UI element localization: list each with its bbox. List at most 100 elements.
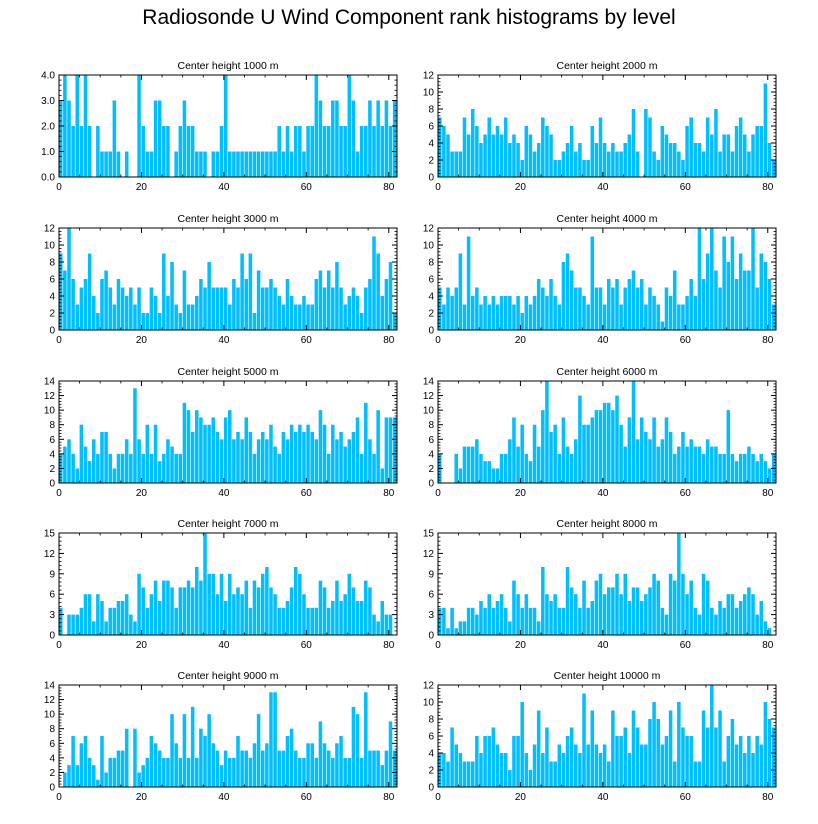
x-tick-label: 0 (56, 640, 62, 651)
histogram-bar (520, 424, 524, 483)
histogram-bar (730, 151, 735, 177)
histogram-bar (751, 228, 755, 330)
histogram-bar (479, 753, 483, 787)
histogram-bar (182, 714, 187, 787)
x-tick-label: 20 (136, 640, 148, 651)
histogram-bar (100, 736, 104, 787)
histogram-bar (549, 279, 553, 330)
histogram-bar (120, 750, 125, 787)
x-tick-label: 80 (383, 792, 395, 803)
histogram-bar (561, 151, 566, 177)
histogram-bar (236, 432, 240, 483)
histogram-bar (767, 719, 772, 787)
histogram-bar (755, 287, 759, 330)
histogram-bar (458, 468, 463, 483)
histogram-bar (755, 614, 759, 635)
histogram-bar (219, 573, 224, 635)
histogram-bar (767, 468, 772, 483)
histogram-bar (648, 117, 652, 177)
histogram-bar (512, 736, 516, 787)
histogram-bar (116, 601, 121, 635)
histogram-bar (63, 270, 67, 330)
histogram-bar (611, 710, 615, 787)
histogram-bar (79, 607, 84, 635)
y-tick-label: 4 (49, 449, 55, 460)
histogram-bar (199, 580, 203, 635)
histogram-bar (331, 100, 335, 177)
histogram-bar (306, 607, 310, 635)
histogram-bar (508, 770, 512, 787)
plot-frame (437, 532, 777, 636)
histogram-bar (153, 100, 158, 177)
y-tick-label: 9 (49, 569, 55, 580)
histogram-bar (71, 279, 75, 330)
histogram-bar (652, 573, 656, 635)
histogram-bar (240, 253, 244, 330)
histogram-bar (574, 151, 578, 177)
histogram-bar (483, 736, 487, 787)
y-tick-label: 0 (428, 479, 434, 490)
histogram-bar (462, 621, 467, 635)
y-tick-label: 8 (49, 724, 55, 735)
histogram-bar (355, 151, 360, 177)
histogram-bar (458, 621, 463, 635)
histogram-bar (722, 607, 726, 635)
histogram-bar (174, 453, 178, 483)
histogram-bar (767, 628, 772, 635)
histogram-bar (644, 744, 648, 787)
histogram-bar (574, 287, 578, 330)
histogram-bar (747, 736, 751, 787)
histogram-bar (351, 432, 356, 483)
x-tick-label: 80 (383, 640, 395, 651)
histogram-bar (623, 727, 628, 787)
histogram-bar (260, 750, 265, 787)
histogram-bar (322, 424, 327, 483)
x-tick-label: 20 (136, 335, 148, 346)
histogram-bar (149, 151, 154, 177)
histogram-bar (219, 126, 224, 177)
histogram-bar (232, 279, 236, 330)
histogram-bar (112, 757, 117, 787)
y-tick-label: 10 (44, 406, 56, 417)
histogram-bar (83, 75, 88, 177)
histogram-bar (734, 461, 739, 483)
histogram-bar (314, 75, 319, 177)
histogram-bar (388, 126, 393, 177)
histogram-bar (454, 151, 459, 177)
histogram-bar (199, 417, 203, 483)
histogram-bar (203, 736, 207, 787)
histogram-bar (388, 721, 393, 787)
y-tick-label: 0 (49, 479, 55, 490)
y-tick-label: 12 (423, 391, 435, 402)
histogram-bar (705, 727, 710, 787)
histogram-bar (380, 296, 385, 330)
plot-frame (58, 380, 398, 484)
histogram-bar (252, 580, 257, 635)
histogram-bar (219, 765, 224, 787)
histogram-bar (524, 594, 529, 635)
histogram-bar (219, 287, 224, 330)
histogram-bar (594, 287, 599, 330)
histogram-bar (104, 621, 108, 635)
histogram-panel: Center height 7000 m 0 3 6 9 12 15 0 20 40 60 80 (44, 518, 398, 651)
histogram-bar (170, 714, 174, 787)
histogram-bar (277, 750, 281, 787)
histogram-bar (124, 728, 129, 787)
histogram-bar (310, 743, 314, 787)
histogram-bar (318, 580, 323, 635)
histogram-bar (466, 236, 471, 330)
histogram-bar (442, 607, 446, 635)
histogram-bar (87, 461, 92, 483)
histogram-bar (343, 446, 347, 483)
histogram-bar (211, 573, 216, 635)
histogram-bar (364, 692, 368, 787)
histogram-bar (129, 614, 133, 635)
histogram-bar (714, 727, 718, 787)
histogram-bar (495, 126, 500, 177)
histogram-bar (232, 594, 236, 635)
histogram-bar (648, 287, 652, 330)
histogram-bar (87, 594, 92, 635)
histogram-bar (458, 253, 463, 330)
histogram-bar (607, 587, 611, 635)
histogram-bar (524, 296, 529, 330)
